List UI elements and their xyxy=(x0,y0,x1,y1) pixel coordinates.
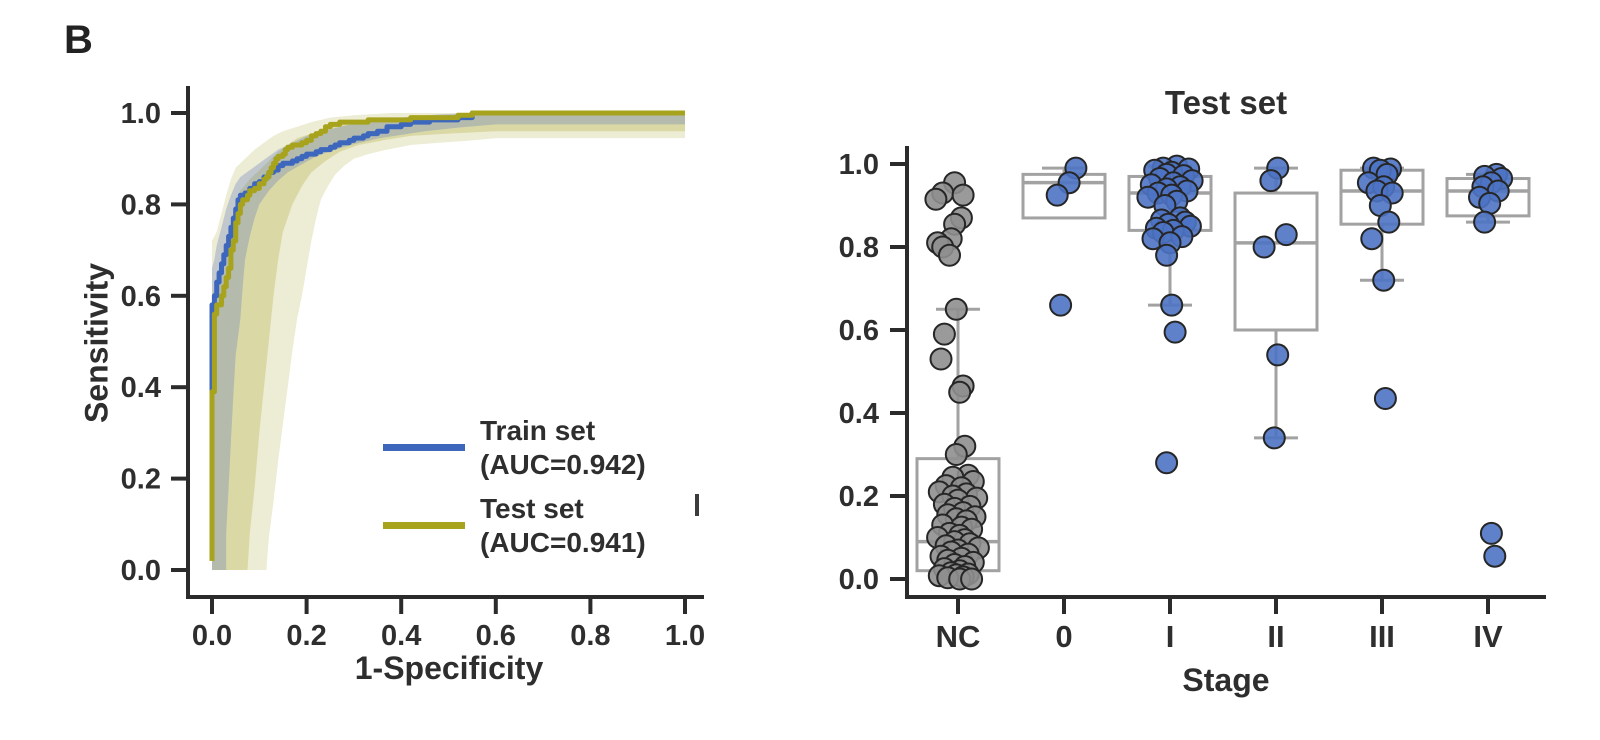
stray-mark xyxy=(695,494,699,516)
roc-y-axis-title: Sensitivity xyxy=(78,262,115,424)
data-point xyxy=(1266,343,1290,367)
data-point xyxy=(924,187,948,211)
box-y-tick-label: 1.0 xyxy=(839,149,879,181)
train-roc-curve xyxy=(209,110,685,484)
test-set-label: Test set xyxy=(480,493,584,525)
roc-y-tick-label: 0.0 xyxy=(121,555,161,587)
data-point xyxy=(1372,268,1396,292)
box-y-tick-label: 0.4 xyxy=(839,398,879,430)
data-point xyxy=(948,380,972,404)
data-point xyxy=(951,183,975,207)
data-point xyxy=(944,443,968,466)
test-auc-label: (AUC=0.941) xyxy=(480,526,646,558)
box-group-0: 0 xyxy=(1021,156,1107,654)
data-point xyxy=(1274,223,1298,247)
box-y-tick-label: 0.0 xyxy=(839,564,879,596)
test-ci-band-outer xyxy=(212,113,685,570)
data-point xyxy=(1045,183,1069,207)
data-point xyxy=(1478,191,1502,215)
box-y-tick-label: 0.2 xyxy=(839,481,879,513)
data-point xyxy=(1262,426,1286,450)
data-point xyxy=(929,347,953,371)
data-point xyxy=(1479,521,1503,545)
data-point xyxy=(1377,210,1401,234)
legend-entry-test-label: Test set (AUC=0.941) xyxy=(480,492,646,559)
roc-x-tick-label: 1.0 xyxy=(665,620,705,652)
roc-x-tick-label: 0.0 xyxy=(192,620,232,652)
category-label: IV xyxy=(1473,619,1503,654)
box-y-tick-label: 0.6 xyxy=(839,315,879,347)
roc-y-tick-label: 1.0 xyxy=(121,98,161,130)
boxplot-x-axis-title: Stage xyxy=(1182,662,1270,698)
roc-legend: Train set (AUC=0.942) Test set (AUC=0.94… xyxy=(383,414,646,559)
legend-entry-test: Test set (AUC=0.941) xyxy=(383,492,646,559)
roc-plot: 0.0 0.2 0.4 0.6 0.8 1.0 0.0 0.2 0.4 0.6 0.8 1.0 xyxy=(121,86,705,652)
boxplot-title: Test set xyxy=(1164,84,1288,121)
category-label: I xyxy=(1166,619,1175,654)
category-label: III xyxy=(1369,619,1395,654)
roc-x-tick-label: 0.2 xyxy=(286,620,326,652)
data-point xyxy=(938,243,961,267)
category-label: NC xyxy=(936,619,981,654)
train-set-label: Train set xyxy=(480,415,596,446)
box-group-II: II xyxy=(1233,156,1319,654)
roc-y-tick-label: 0.6 xyxy=(121,281,161,313)
data-point xyxy=(1373,387,1397,410)
data-point xyxy=(1160,293,1184,317)
box-y-tick-label: 0.8 xyxy=(839,232,879,264)
category-label: II xyxy=(1267,619,1284,654)
panel-letter: B xyxy=(64,18,93,62)
test-line-swatch xyxy=(383,522,465,530)
roc-x-tick-label: 0.6 xyxy=(476,620,516,652)
data-point xyxy=(1473,210,1497,234)
data-point xyxy=(1259,169,1283,193)
data-point xyxy=(1483,544,1507,568)
legend-entry-train: Train set (AUC=0.942) xyxy=(383,414,646,481)
data-point xyxy=(944,297,968,321)
category-label: 0 xyxy=(1055,619,1072,654)
data-point xyxy=(960,567,984,591)
box-group-NC: NC xyxy=(915,171,1001,654)
iqr-box xyxy=(1233,191,1319,332)
roc-y-tick-label: 0.8 xyxy=(121,189,161,221)
roc-x-tick-label: 0.8 xyxy=(570,620,610,652)
roc-y-tick-label: 0.4 xyxy=(121,372,161,404)
test-roc-curve xyxy=(209,110,685,561)
train-line-swatch xyxy=(383,444,465,452)
box-group-III: III xyxy=(1339,156,1425,654)
data-point xyxy=(1163,320,1187,344)
data-point xyxy=(1049,293,1073,317)
box-group-IV: IV xyxy=(1445,162,1531,654)
boxplot-plot: 0.00.20.40.60.81.0NC 0 I II III IV xyxy=(839,146,1546,654)
data-point xyxy=(1155,451,1179,475)
train-auc-label: (AUC=0.942) xyxy=(480,448,646,480)
data-point xyxy=(932,322,956,346)
legend-entry-train-label: Train set (AUC=0.942) xyxy=(480,414,646,481)
box-group-I: I xyxy=(1127,154,1213,654)
data-point xyxy=(1155,243,1179,267)
data-point xyxy=(1360,227,1384,251)
roc-x-axis-title: 1-Specificity xyxy=(354,650,544,686)
roc-x-tick-label: 0.4 xyxy=(381,620,421,652)
data-point xyxy=(1252,235,1276,259)
roc-y-tick-label: 0.2 xyxy=(121,464,161,496)
